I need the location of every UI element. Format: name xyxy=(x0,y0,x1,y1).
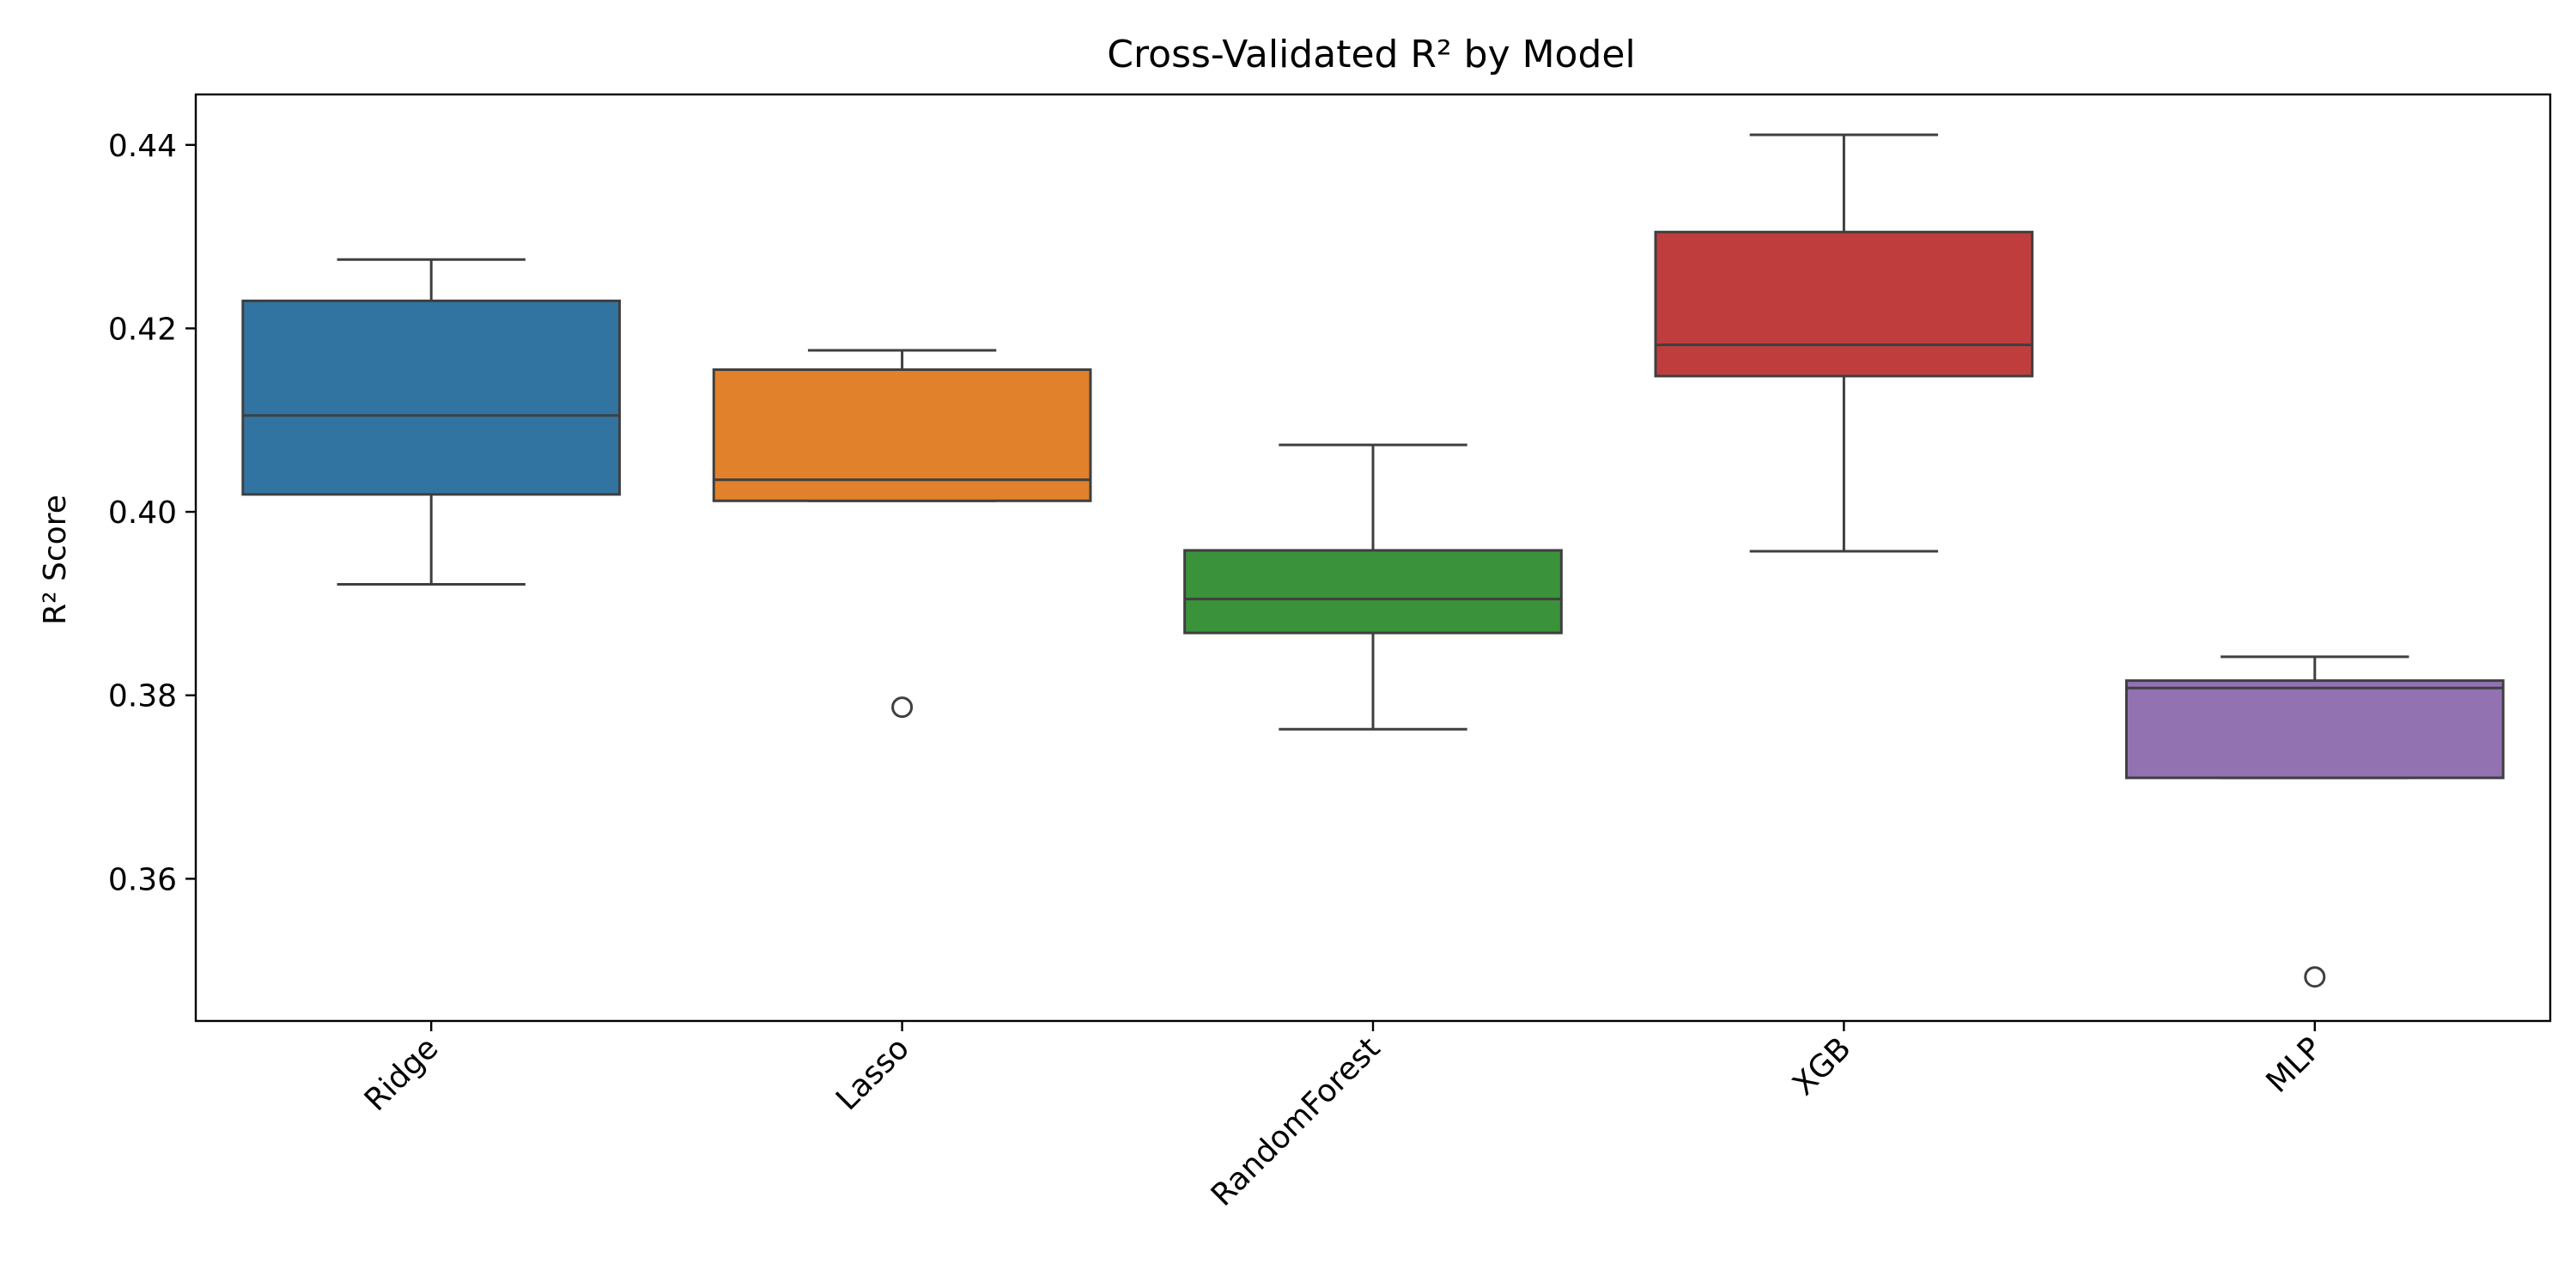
x-tick-label: Ridge xyxy=(358,1030,446,1118)
x-tick-label: RandomForest xyxy=(1205,1030,1388,1213)
y-tick-label: 0.36 xyxy=(108,862,177,897)
box-xgb xyxy=(1654,230,2034,378)
y-tick-label: 0.38 xyxy=(108,679,177,714)
plot-area: 0.36 0.38 0.40 0.42 0.44 Ridge Lasso RandomFore… xyxy=(108,93,2552,1213)
chart-title: Cross-Validated R² by Model xyxy=(1107,33,1635,76)
x-tick-label: XGB xyxy=(1786,1030,1858,1103)
y-axis-label: R² Score xyxy=(38,495,73,625)
box-lasso xyxy=(712,368,1092,502)
y-tick-label: 0.44 xyxy=(108,129,177,164)
box-mlp xyxy=(2124,679,2505,780)
x-tick-label: Lasso xyxy=(829,1030,916,1117)
x-tick-label: MLP xyxy=(2260,1030,2329,1099)
box-ridge xyxy=(241,299,622,496)
outlier-point xyxy=(2304,966,2326,988)
y-tick-label: 0.42 xyxy=(108,312,177,347)
y-tick-label: 0.40 xyxy=(108,495,177,531)
outlier-point xyxy=(891,696,914,719)
box-randomforest xyxy=(1183,549,1563,635)
